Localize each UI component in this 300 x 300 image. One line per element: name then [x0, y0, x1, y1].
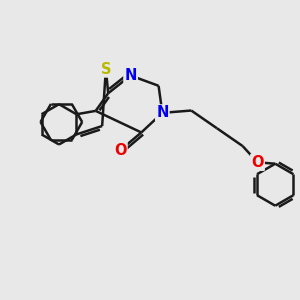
Text: S: S	[100, 61, 111, 76]
Text: O: O	[251, 155, 264, 170]
Text: O: O	[114, 143, 127, 158]
Text: N: N	[156, 105, 169, 120]
Text: N: N	[124, 68, 137, 83]
